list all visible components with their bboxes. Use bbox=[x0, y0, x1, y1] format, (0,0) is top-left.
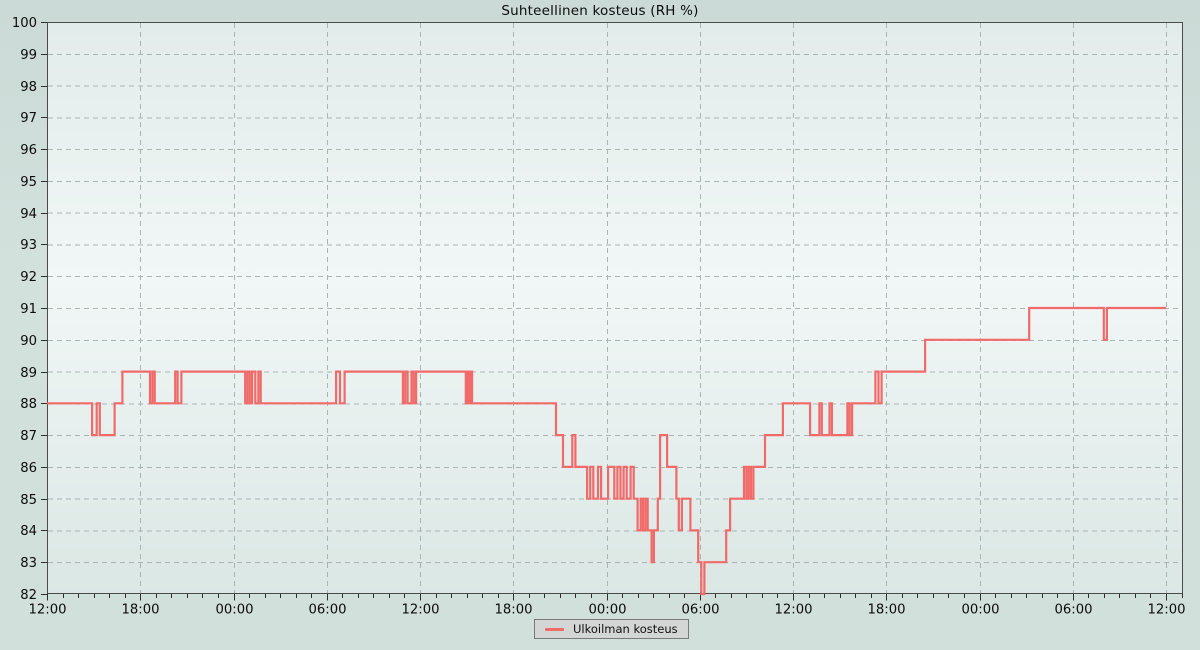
svg-text:99: 99 bbox=[20, 48, 37, 63]
svg-text:88: 88 bbox=[20, 397, 37, 412]
svg-text:92: 92 bbox=[20, 270, 37, 285]
svg-text:86: 86 bbox=[20, 461, 37, 476]
svg-text:00:00: 00:00 bbox=[215, 603, 253, 618]
svg-text:89: 89 bbox=[20, 366, 37, 381]
svg-text:97: 97 bbox=[20, 111, 37, 126]
svg-text:84: 84 bbox=[20, 524, 37, 539]
svg-text:12:00: 12:00 bbox=[401, 603, 439, 618]
svg-text:93: 93 bbox=[20, 238, 37, 253]
svg-text:90: 90 bbox=[20, 334, 37, 349]
chart-title: Suhteellinen kosteus (RH %) bbox=[501, 3, 699, 19]
svg-text:98: 98 bbox=[20, 80, 37, 95]
svg-text:85: 85 bbox=[20, 493, 37, 508]
svg-text:06:00: 06:00 bbox=[1054, 603, 1092, 618]
svg-text:00:00: 00:00 bbox=[588, 603, 626, 618]
legend: Ulkoilman kosteus bbox=[534, 619, 689, 639]
svg-text:18:00: 18:00 bbox=[121, 603, 159, 618]
svg-text:96: 96 bbox=[20, 143, 37, 158]
svg-text:87: 87 bbox=[20, 429, 37, 444]
svg-text:06:00: 06:00 bbox=[681, 603, 719, 618]
svg-text:100: 100 bbox=[12, 16, 37, 31]
svg-text:12:00: 12:00 bbox=[774, 603, 812, 618]
svg-text:00:00: 00:00 bbox=[961, 603, 999, 618]
legend-line-sample bbox=[545, 627, 564, 631]
svg-text:12:00: 12:00 bbox=[28, 603, 66, 618]
legend-label: Ulkoilman kosteus bbox=[573, 622, 678, 636]
svg-text:82: 82 bbox=[20, 588, 37, 603]
svg-text:06:00: 06:00 bbox=[308, 603, 346, 618]
svg-text:91: 91 bbox=[20, 302, 37, 317]
svg-text:94: 94 bbox=[20, 207, 37, 222]
svg-text:18:00: 18:00 bbox=[867, 603, 905, 618]
svg-text:18:00: 18:00 bbox=[494, 603, 532, 618]
svg-text:12:00: 12:00 bbox=[1147, 603, 1185, 618]
svg-text:95: 95 bbox=[20, 175, 37, 190]
svg-text:83: 83 bbox=[20, 556, 37, 571]
